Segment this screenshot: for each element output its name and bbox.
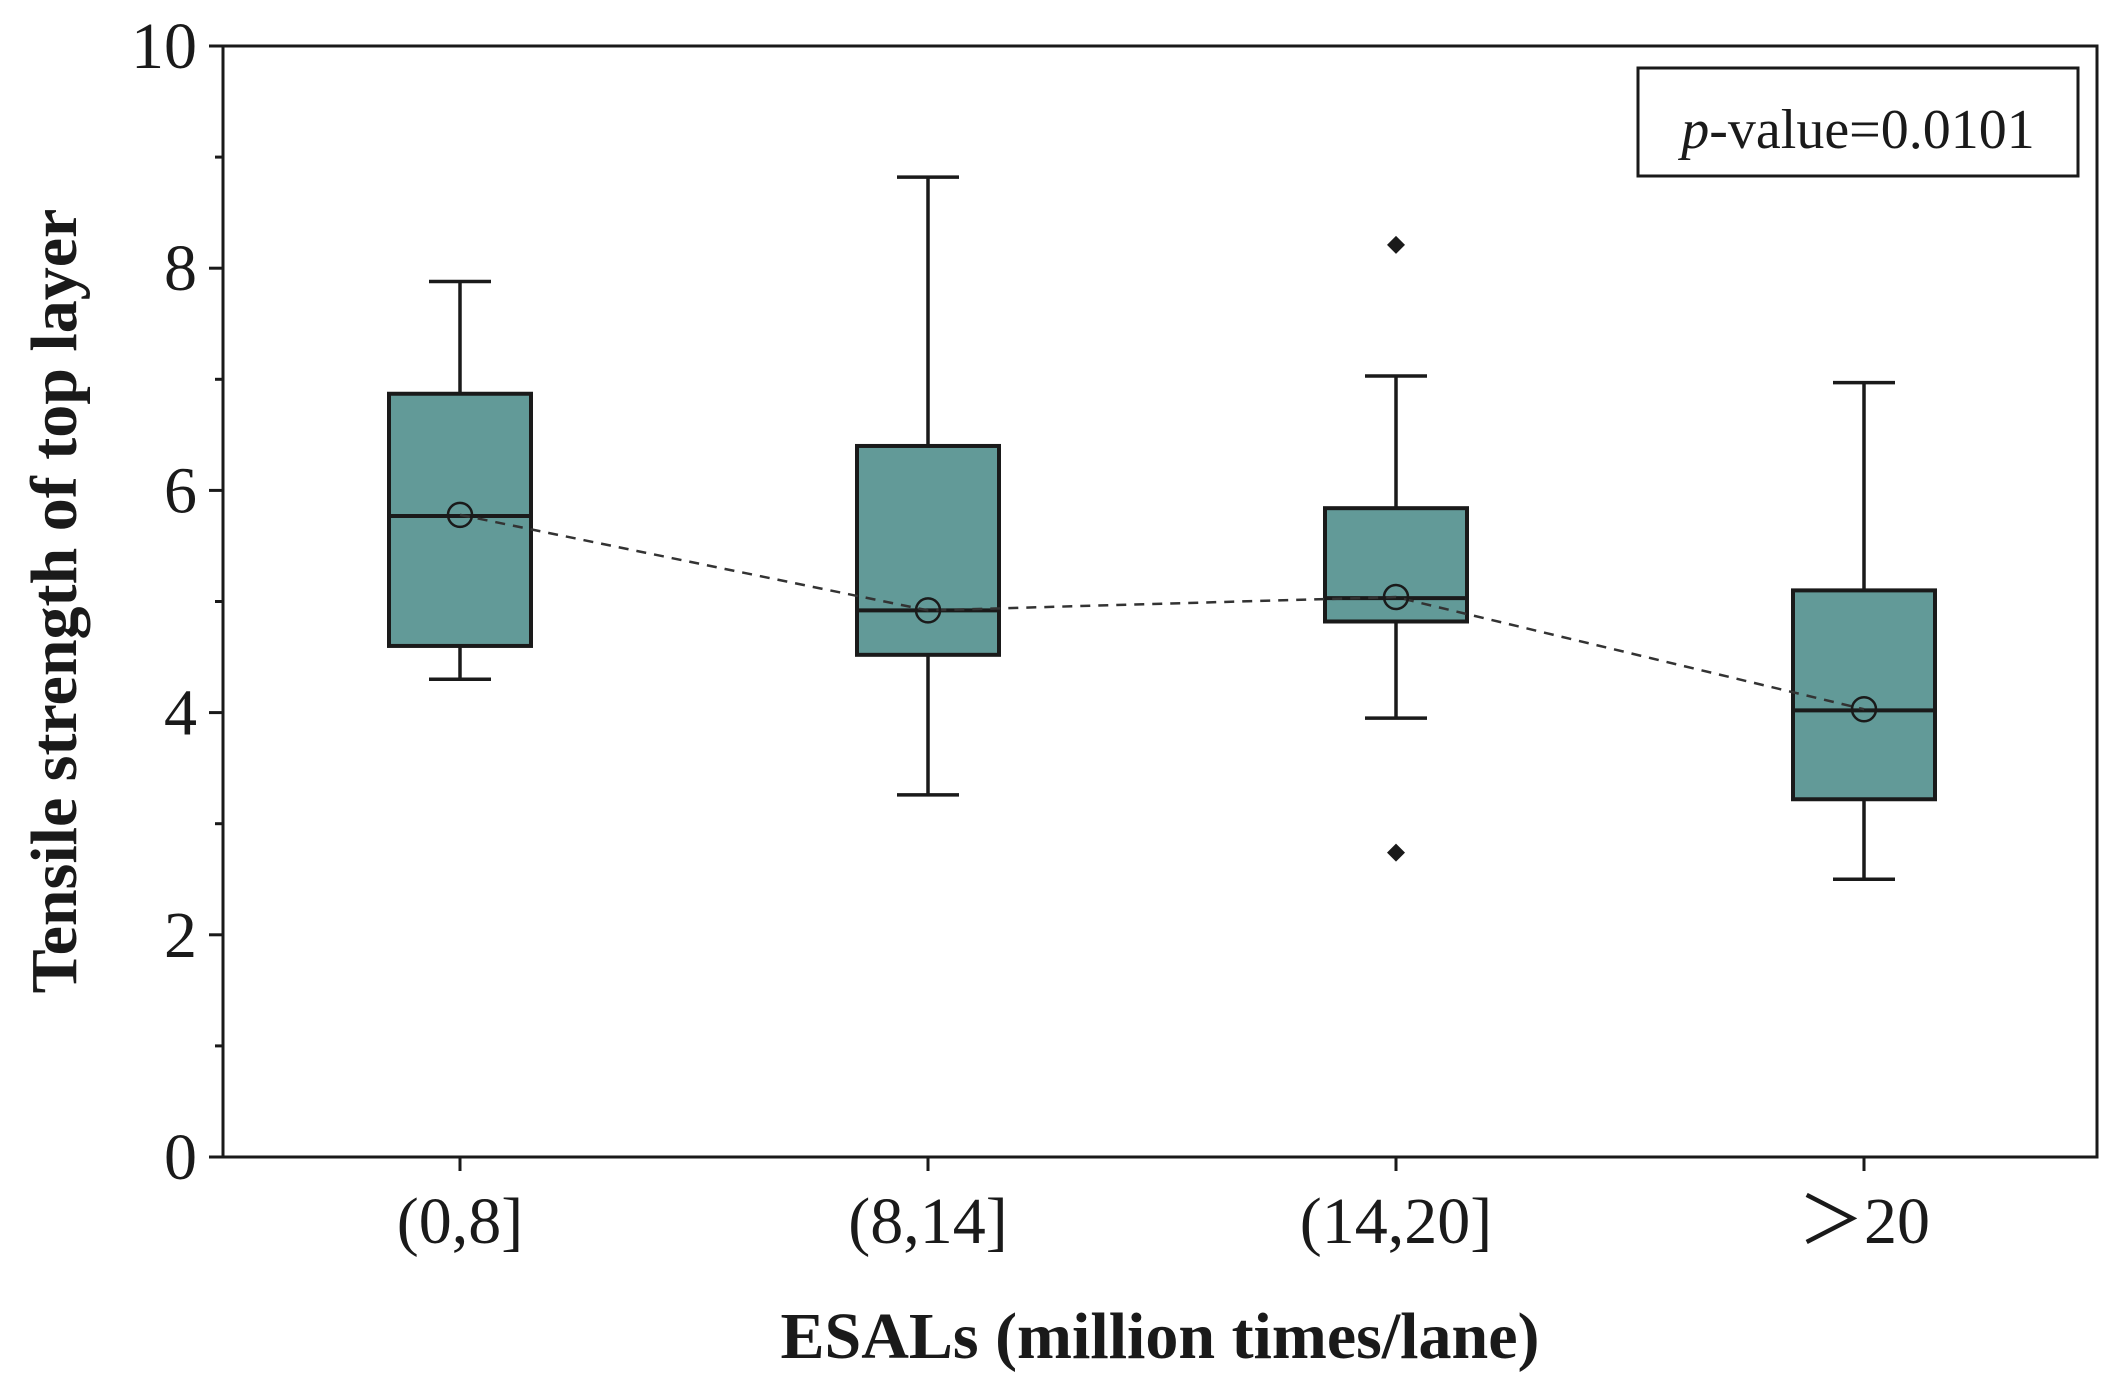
mean-marker [1850,696,1878,723]
y-tick-label: 4 [164,677,197,750]
mean-marker [1382,583,1410,611]
y-tick-label: 0 [164,1121,197,1194]
annotation-text: p-value=0.0101 [1677,99,2035,161]
x-axis: (0,8] (8,14] (14,20] ＞20 [397,1157,1930,1258]
mean-marker [914,597,942,624]
mean-dashed-line [459,513,1865,711]
y-axis-title: Tensile strength of top layer [18,209,91,994]
y-tick-label: 6 [164,454,197,527]
p-value-annotation: p-value=0.0101 [1636,66,2080,178]
y-tick-label: 8 [164,232,197,305]
x-tick-label: (0,8] [397,1185,523,1258]
y-axis: 0 2 4 6 8 10 [131,10,223,1194]
x-tick-label: ＞20 [1798,1185,1930,1258]
y-tick-label: 10 [131,10,197,83]
mean-trend [446,501,1878,723]
x-axis-title: ESALs (million times/lane) [780,1300,1539,1373]
annotation-box [1636,66,2080,178]
iqr-box [387,391,533,648]
mean-marker [446,501,474,529]
iqr-box [855,443,1001,657]
x-tick-label: (8,14] [848,1185,1007,1258]
x-tick-label: (14,20] [1300,1185,1492,1258]
outlier-point [1387,843,1405,862]
y-tick-label: 2 [164,899,197,972]
box-group [855,175,1001,797]
box-group [387,279,533,682]
box-series [387,175,1937,881]
outlier-point [1387,235,1405,254]
iqr-box [1791,588,1937,802]
box-group [1791,380,1937,881]
box-group [1323,235,1469,862]
iqr-box [1323,506,1469,624]
